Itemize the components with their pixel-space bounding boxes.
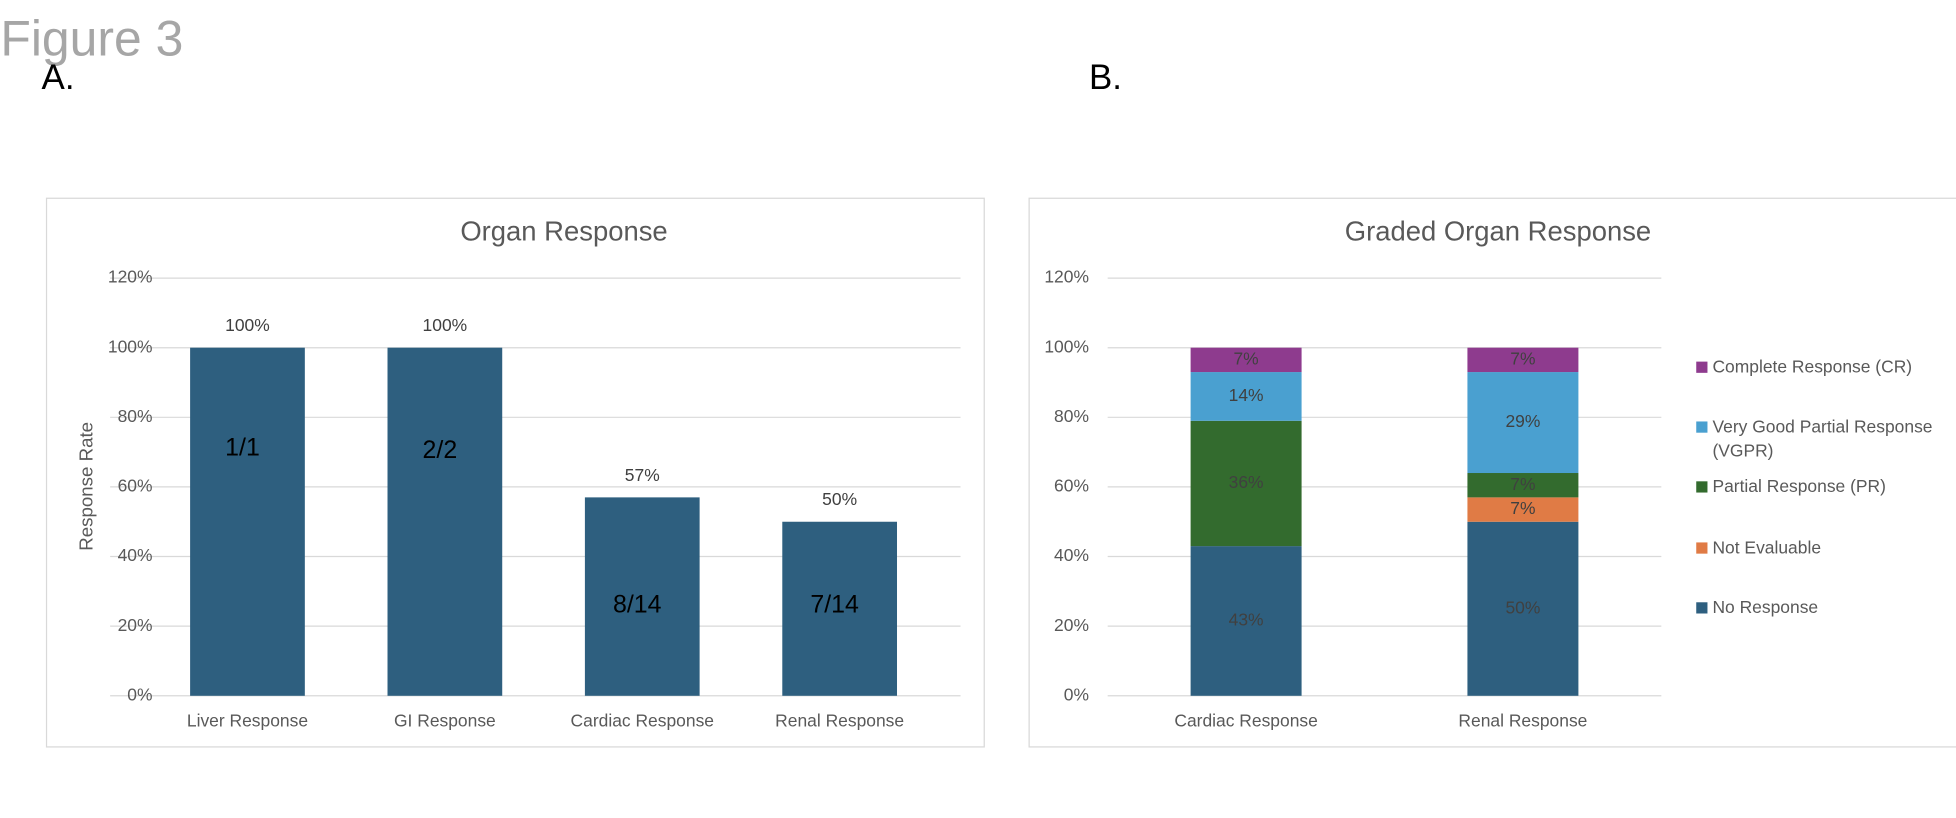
bar (782, 521, 898, 696)
y-tick-label: 0% (1064, 684, 1089, 704)
legend-marker (1696, 481, 1708, 493)
legend-label-line: (VGPR) (1712, 440, 1773, 460)
x-tick-label: GI Response (394, 711, 496, 731)
y-tick-label: 100% (108, 336, 153, 356)
panel-label: B. (1089, 58, 1122, 97)
y-tick-label: 20% (118, 615, 153, 635)
data-label: 43% (1229, 610, 1264, 630)
y-tick-label: 20% (1054, 615, 1089, 635)
chart-title: Organ Response (460, 215, 667, 246)
bar (190, 347, 305, 696)
x-tick-label: Renal Response (775, 711, 904, 731)
bar-segment (1190, 347, 1302, 373)
legend-label: Complete Response (CR) (1712, 356, 1912, 376)
data-label: 7% (1510, 474, 1535, 494)
bar-annotation: 8/14 (613, 591, 662, 619)
legend-label: No Response (1712, 597, 1818, 617)
bar-segment (1467, 347, 1579, 373)
bar-annotation: 1/1 (225, 433, 260, 461)
data-label: 29% (1505, 411, 1540, 431)
data-label: 50% (1505, 597, 1540, 617)
bar-annotation: 7/14 (810, 591, 859, 619)
bar-segment (1190, 372, 1302, 421)
y-axis-label: Response Rate (76, 422, 97, 551)
bar-segment (1190, 420, 1302, 547)
bar-segment (1467, 473, 1579, 498)
data-label: 7% (1510, 348, 1535, 368)
bar-segment (1467, 521, 1579, 696)
y-tick-label: 120% (108, 267, 153, 287)
y-tick-label: 100% (1044, 336, 1089, 356)
data-label: 36% (1229, 472, 1264, 492)
x-tick-label: Liver Response (187, 711, 308, 731)
legend-marker (1696, 602, 1708, 614)
x-tick-label: Cardiac Response (571, 711, 714, 731)
data-label: 57% (625, 465, 660, 485)
data-label: 7% (1233, 348, 1258, 368)
y-tick-label: 60% (1054, 476, 1089, 496)
data-label: 14% (1229, 385, 1264, 405)
bar-annotation: 2/2 (423, 436, 458, 464)
x-tick-label: Cardiac Response (1174, 711, 1317, 731)
panel-label: A. (42, 58, 75, 97)
bar-segment (1190, 546, 1302, 696)
bar-segment (1467, 497, 1579, 522)
legend-label: Not Evaluable (1712, 537, 1821, 557)
y-tick-label: 120% (1044, 267, 1089, 287)
legend-label: Very Good Partial Response (VGPR) (1712, 416, 1932, 460)
legend-marker (1696, 421, 1708, 433)
bar (584, 497, 700, 696)
figure-title: Figure 3 (0, 11, 183, 67)
data-label: 7% (1510, 498, 1535, 518)
x-tick-label: Renal Response (1458, 711, 1587, 731)
y-tick-label: 60% (118, 476, 153, 496)
y-tick-label: 80% (1054, 406, 1089, 426)
y-tick-label: 0% (127, 684, 152, 704)
data-label: 100% (423, 315, 468, 335)
y-tick-label: 40% (118, 545, 153, 565)
legend-label: Partial Response (PR) (1712, 476, 1885, 496)
legend-marker (1696, 542, 1708, 554)
legend-label-line: Very Good Partial Response (1712, 416, 1932, 436)
data-label: 50% (822, 489, 857, 509)
bar-segment (1467, 372, 1579, 474)
chart-title: Graded Organ Response (1345, 215, 1651, 246)
y-tick-label: 40% (1054, 545, 1089, 565)
data-label: 100% (225, 315, 270, 335)
legend-marker (1696, 361, 1708, 373)
bar (387, 347, 503, 696)
y-tick-label: 80% (118, 406, 153, 426)
